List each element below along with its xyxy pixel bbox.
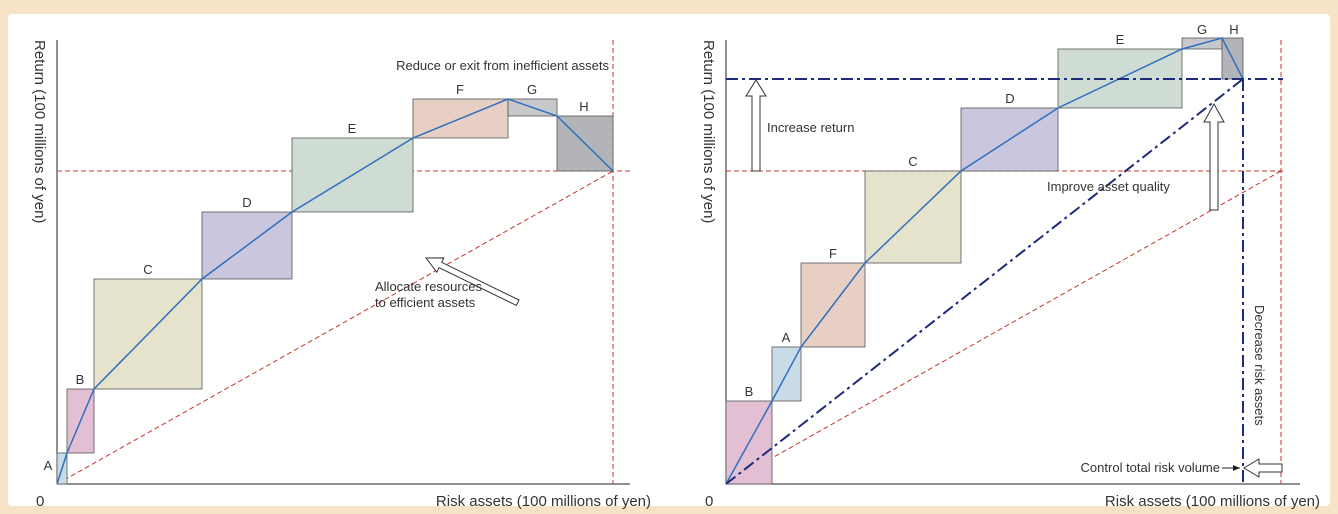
right-label-d: D [1005, 91, 1014, 106]
right-decrease-risk-annotation: Decrease risk assets [1252, 305, 1267, 426]
right-decrease-risk-arrow-icon [1243, 458, 1283, 478]
left-label-f: F [456, 82, 464, 97]
right-panel: B A F C D E G H Increase return Improve … [700, 22, 1320, 510]
right-label-b: B [745, 384, 754, 399]
right-improve-quality-arrow-icon [1203, 102, 1225, 211]
right-increase-return-annotation: Increase return [767, 120, 854, 135]
left-reduce-annotation: Reduce or exit from inefficient assets [396, 58, 609, 73]
left-label-c: C [143, 262, 152, 277]
left-label-h: H [579, 99, 588, 114]
right-label-h: H [1229, 22, 1238, 37]
left-panel: A B C D E F G H Reduce or exit from inef… [31, 40, 651, 510]
right-label-f: F [829, 246, 837, 261]
right-increase-return-arrow-icon [745, 79, 767, 172]
left-label-d: D [242, 195, 251, 210]
left-efficiency-curve [56, 98, 614, 485]
left-y-axis-label: Return (100 millions of yen) [31, 40, 48, 223]
right-origin-label: 0 [705, 493, 713, 510]
left-label-g: G [527, 82, 537, 97]
left-label-e: E [348, 121, 357, 136]
left-blocks [56, 98, 614, 485]
right-x-axis-label: Risk assets (100 millions of yen) [1105, 493, 1320, 510]
right-blocks [725, 37, 1244, 485]
right-y-axis-label: Return (100 millions of yen) [700, 40, 717, 223]
left-label-a: A [44, 458, 53, 473]
left-allocate-arrow-icon [424, 257, 520, 307]
right-improve-quality-annotation: Improve asset quality [1047, 179, 1170, 194]
right-diagonal-guide [725, 170, 1282, 485]
left-x-axis-label: Risk assets (100 millions of yen) [436, 493, 651, 510]
left-origin-label: 0 [36, 493, 44, 510]
left-label-b: B [76, 372, 85, 387]
left-allocate-annotation-line1: Allocate resources [375, 279, 482, 294]
left-diagonal-guide [56, 170, 614, 485]
right-label-g: G [1197, 22, 1207, 37]
left-allocate-annotation-line2: to efficient assets [375, 295, 476, 310]
right-control-total-annotation: Control total risk volume [1081, 460, 1220, 475]
right-target-diagonal-line [725, 78, 1244, 485]
right-label-e: E [1116, 32, 1125, 47]
right-efficiency-curve [725, 37, 1244, 485]
right-label-c: C [908, 154, 917, 169]
right-label-a: A [782, 330, 791, 345]
